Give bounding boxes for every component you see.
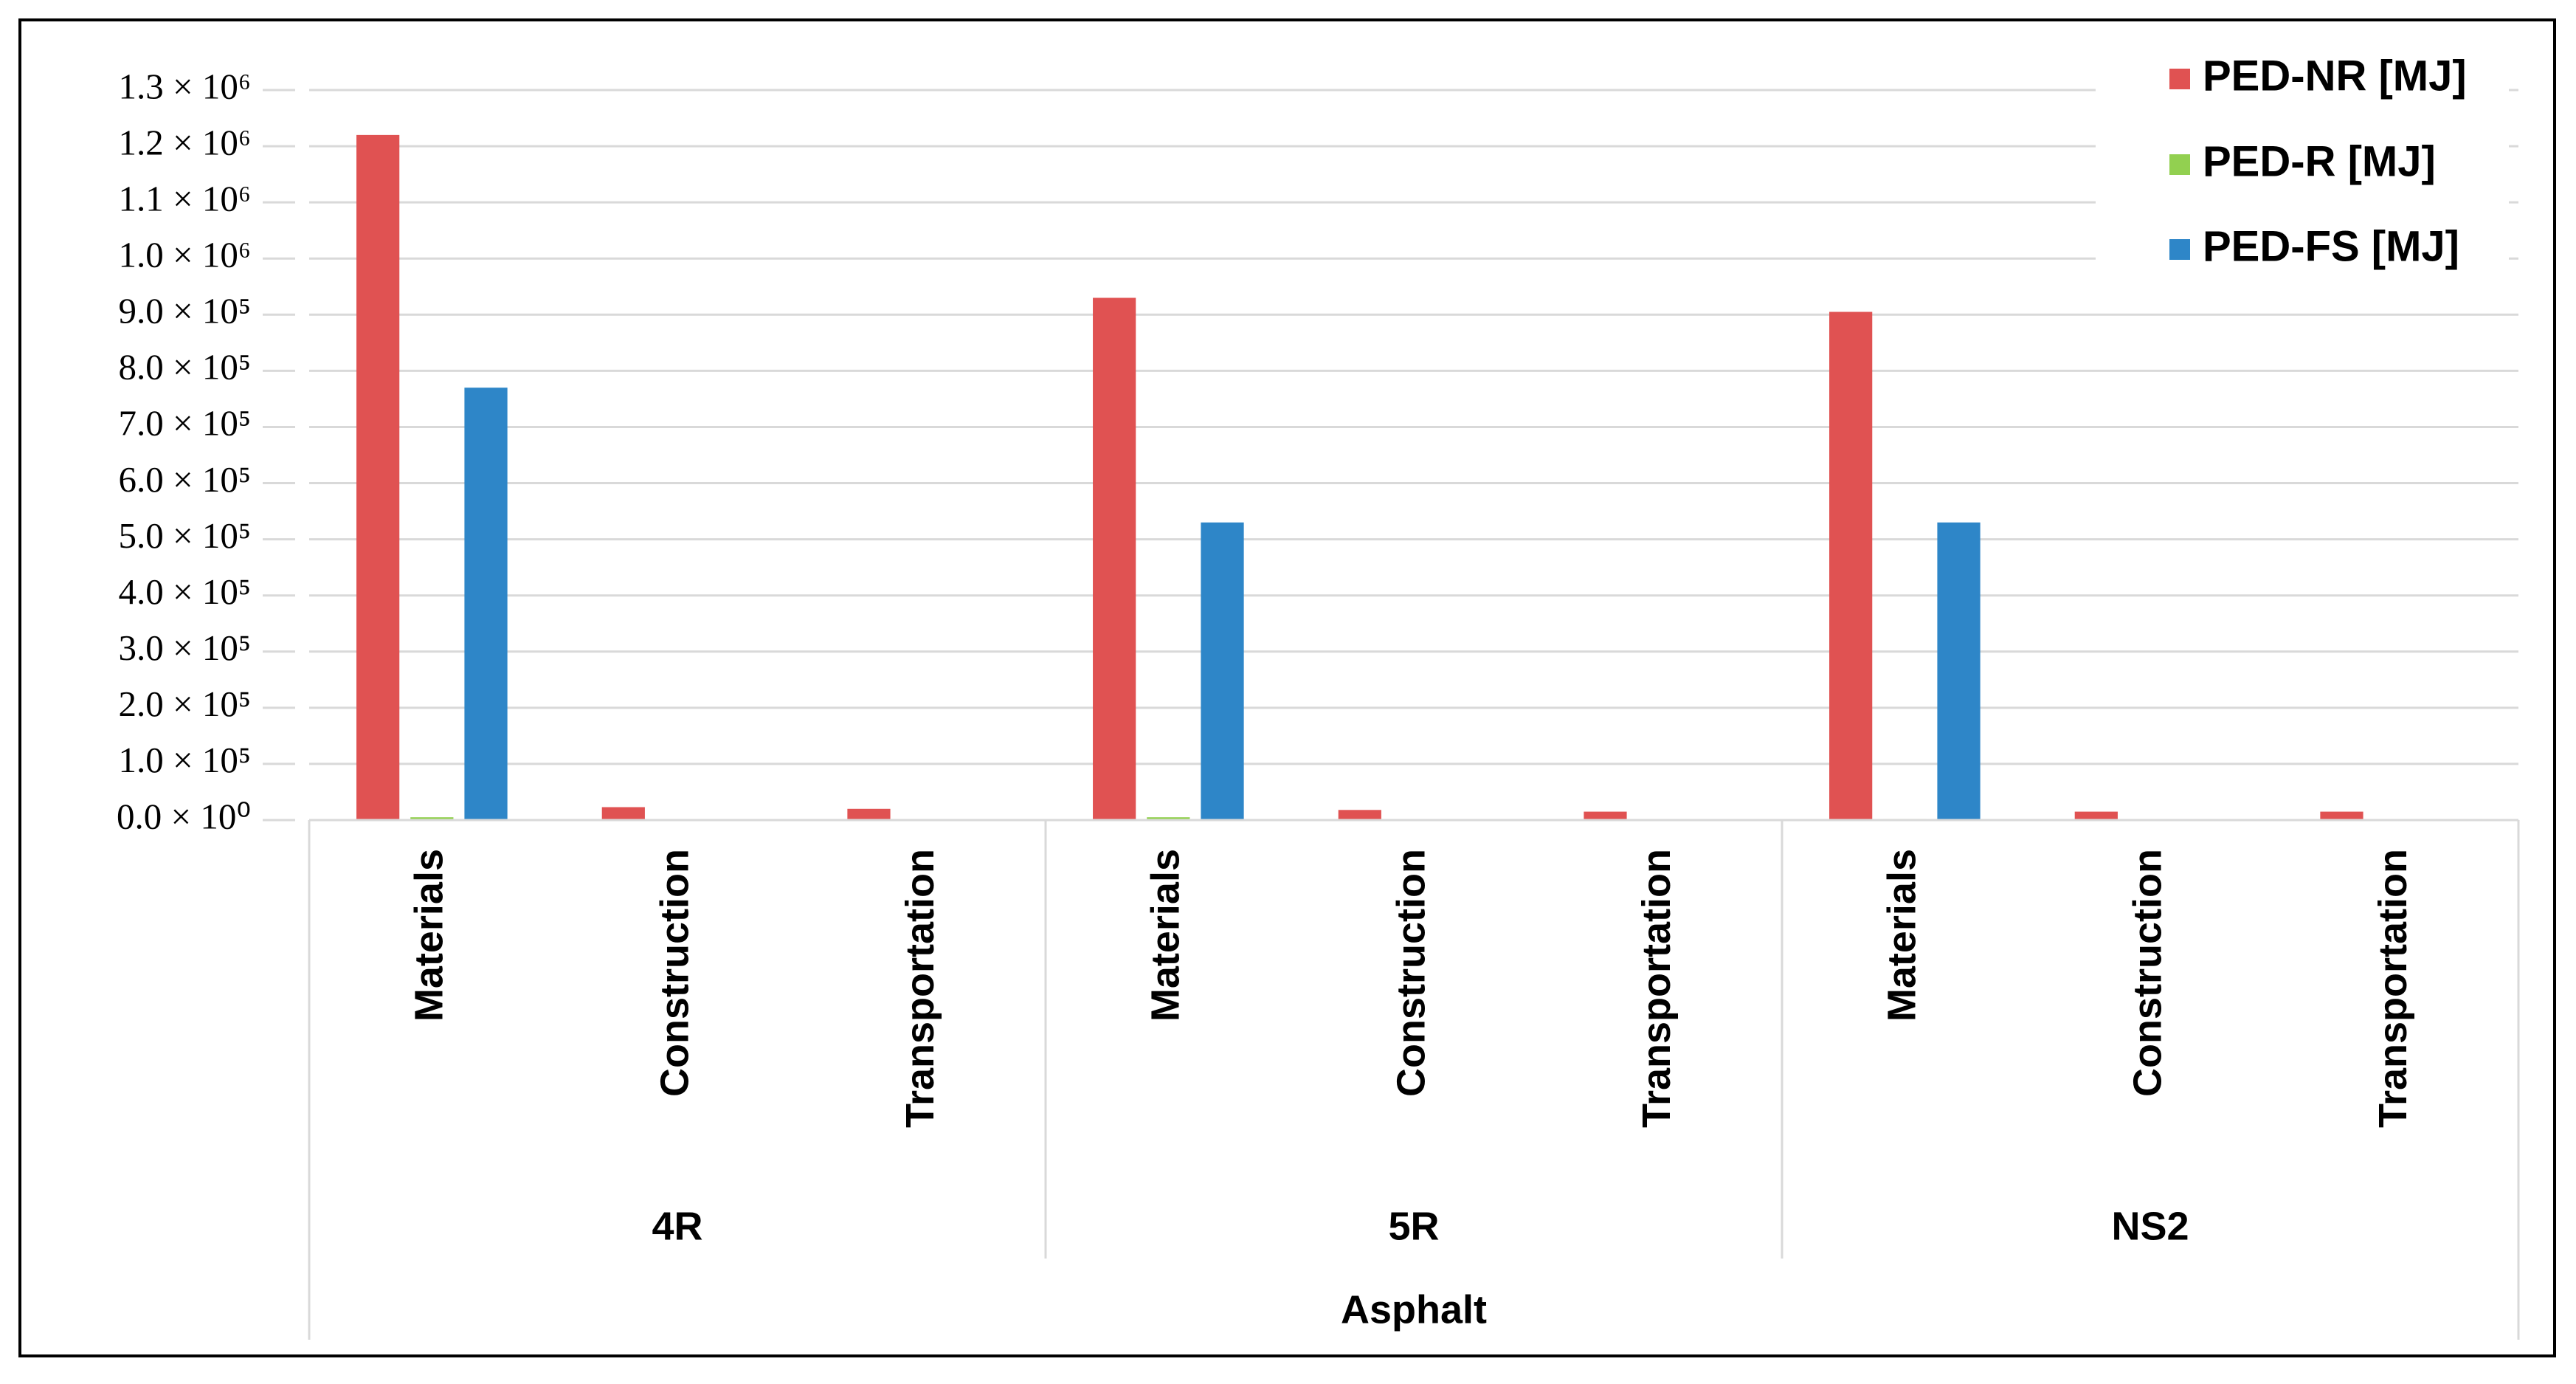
- x-tick-label: Construction: [2125, 849, 2169, 1097]
- y-tick-label: 1.0 × 10⁵: [119, 740, 251, 780]
- y-tick-label: 4.0 × 10⁵: [119, 571, 251, 612]
- x-tick-label: Materials: [407, 849, 452, 1022]
- y-tick-label: 8.0 × 10⁵: [119, 347, 251, 388]
- group-label: 4R: [652, 1204, 702, 1248]
- y-tick-label: 5.0 × 10⁵: [119, 515, 251, 556]
- legend-swatch: [2169, 69, 2190, 89]
- y-tick-label: 6.0 × 10⁵: [119, 459, 251, 500]
- y-tick-label: 2.0 × 10⁵: [119, 684, 251, 724]
- y-tick-label: 1.3 × 10⁶: [119, 66, 251, 106]
- bar: [1338, 810, 1381, 820]
- legend-label: PED-FS [MJ]: [2203, 222, 2459, 270]
- y-tick-label: 0.0 × 10⁰: [117, 796, 251, 836]
- bar: [1829, 311, 1873, 820]
- y-tick-label: 1.2 × 10⁶: [119, 122, 251, 162]
- bar: [601, 807, 645, 820]
- bar: [1937, 522, 1981, 820]
- legend-swatch: [2169, 239, 2190, 260]
- x-tick-label: Transportation: [2371, 849, 2415, 1128]
- y-tick-label: 3.0 × 10⁵: [119, 627, 251, 668]
- bar: [1147, 817, 1190, 820]
- legend-swatch: [2169, 154, 2190, 175]
- x-tick-label: Construction: [652, 849, 697, 1097]
- group-label: 5R: [1388, 1204, 1439, 1248]
- outer-group-label: Asphalt: [1341, 1287, 1487, 1332]
- group-label: NS2: [2111, 1204, 2189, 1248]
- bar: [356, 134, 400, 820]
- bar: [1093, 297, 1136, 820]
- legend-label: PED-R [MJ]: [2203, 137, 2436, 185]
- y-tick-label: 1.1 × 10⁶: [119, 178, 251, 218]
- bar: [464, 388, 508, 820]
- bar: [2074, 811, 2118, 820]
- bar: [1584, 811, 1627, 820]
- bar: [1201, 522, 1244, 820]
- legend-label: PED-NR [MJ]: [2203, 52, 2467, 100]
- x-tick-label: Transportation: [898, 849, 942, 1128]
- y-tick-label: 7.0 × 10⁵: [119, 403, 251, 444]
- y-tick-label: 9.0 × 10⁵: [119, 291, 251, 331]
- legend-background: [2096, 44, 2509, 288]
- x-tick-label: Transportation: [1634, 849, 1679, 1128]
- bar: [847, 808, 891, 820]
- bar: [410, 817, 454, 820]
- y-tick-label: 1.0 × 10⁶: [119, 234, 251, 275]
- x-tick-label: Materials: [1144, 849, 1188, 1022]
- x-tick-label: Materials: [1880, 849, 1924, 1022]
- bar: [2320, 811, 2363, 820]
- x-tick-label: Construction: [1389, 849, 1433, 1097]
